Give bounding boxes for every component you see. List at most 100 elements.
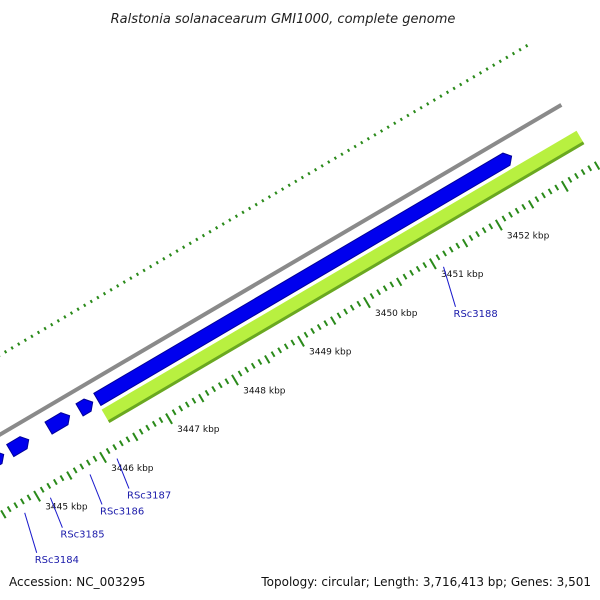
outer-tick	[195, 237, 199, 242]
outer-tick	[412, 109, 417, 114]
gene-arrow-RSc3184[interactable]	[0, 451, 5, 472]
minor-tick	[330, 316, 337, 325]
minor-tick	[198, 393, 205, 403]
gc-band-edge	[107, 141, 585, 424]
gene-arrow-RSc3187[interactable]	[75, 398, 94, 417]
outer-tick	[294, 179, 298, 184]
minor-tick	[191, 397, 197, 404]
major-tick	[165, 413, 173, 425]
outer-tick	[439, 94, 443, 98]
minor-tick	[534, 196, 540, 203]
outer-tick	[201, 233, 206, 238]
major-tick	[428, 258, 437, 270]
accession-label: Accession: NC_003295	[9, 575, 145, 589]
gene-leader-line	[49, 497, 63, 528]
outer-tick	[122, 280, 126, 284]
gene-leader-line	[116, 458, 130, 489]
minor-tick	[26, 494, 32, 501]
outer-tick	[43, 326, 47, 331]
backbone-line	[0, 103, 563, 437]
outer-tick	[459, 82, 463, 87]
minor-tick	[283, 343, 289, 350]
gene-track	[0, 152, 513, 472]
outer-tick	[182, 245, 186, 250]
outer-tick	[208, 229, 212, 234]
outer-tick	[393, 121, 397, 126]
minor-tick	[488, 223, 494, 230]
outer-tick	[261, 198, 265, 203]
outer-tick	[102, 291, 107, 296]
outer-tick	[333, 156, 337, 160]
minor-tick	[567, 176, 573, 183]
minor-tick	[587, 165, 593, 172]
outer-tick	[149, 264, 153, 269]
outer-tick	[492, 63, 496, 67]
minor-tick	[343, 308, 349, 315]
tick-label: 3451 kbp	[441, 270, 484, 280]
minor-tick	[112, 444, 118, 451]
minor-tick	[264, 354, 271, 364]
minor-tick	[217, 382, 223, 389]
outer-tick	[241, 210, 245, 215]
gene-leader-line	[89, 474, 103, 505]
minor-tick	[501, 215, 507, 222]
minor-tick	[138, 428, 144, 435]
outer-tick	[419, 105, 423, 110]
outer-tick	[327, 160, 331, 164]
minor-tick	[237, 370, 243, 377]
minor-tick	[125, 436, 131, 443]
minor-tick	[46, 482, 52, 489]
gene-arrow-RSc3188[interactable]	[93, 152, 513, 407]
gc-content-track	[101, 130, 585, 424]
minor-tick	[250, 362, 256, 369]
gene-arrow-RSc3185[interactable]	[6, 436, 30, 458]
major-tick	[494, 219, 503, 231]
outer-tick	[109, 288, 113, 292]
major-tick	[297, 335, 305, 347]
minor-tick	[508, 211, 513, 218]
gene-label-RSc3188[interactable]: RSc3188	[454, 309, 498, 320]
outer-tick	[135, 272, 140, 277]
outer-tick	[63, 315, 67, 319]
outer-tick	[36, 330, 41, 335]
minor-tick	[521, 203, 527, 211]
outer-tick	[76, 307, 80, 312]
minor-tick	[527, 199, 535, 209]
minor-tick	[270, 351, 276, 358]
outer-tick	[525, 43, 529, 48]
outer-tick	[30, 334, 34, 339]
minor-tick	[66, 471, 73, 480]
minor-tick	[389, 281, 395, 288]
outer-tick	[155, 260, 159, 265]
gene-arrow-RSc3186[interactable]	[44, 412, 71, 435]
outer-tick	[96, 295, 100, 300]
minor-tick	[593, 161, 600, 171]
minor-tick	[541, 192, 546, 199]
minor-tick	[316, 323, 322, 331]
outer-tick	[518, 47, 522, 52]
outer-tick	[320, 164, 324, 168]
gene-label-RSc3186[interactable]: RSc3186	[100, 506, 144, 517]
outer-tick	[373, 133, 377, 137]
major-tick	[99, 451, 107, 464]
outer-tick	[228, 218, 232, 222]
minor-tick	[290, 339, 296, 346]
minor-tick	[481, 227, 487, 234]
outer-tick	[307, 171, 311, 176]
outer-tick	[511, 51, 516, 56]
gene-label-RSc3187[interactable]: RSc3187	[127, 491, 171, 502]
minor-tick	[554, 184, 560, 191]
minor-tick	[13, 502, 19, 509]
outer-tick	[23, 338, 27, 342]
minor-tick	[310, 327, 316, 335]
tick-label: 3447 kbp	[177, 425, 220, 435]
gene-label-RSc3184[interactable]: RSc3184	[35, 555, 79, 566]
minor-tick	[0, 509, 7, 519]
minor-tick	[257, 358, 263, 366]
minor-tick	[475, 230, 480, 238]
outer-tick	[280, 187, 285, 191]
outer-tick	[485, 67, 489, 71]
gene-label-RSc3185[interactable]: RSc3185	[60, 530, 104, 541]
minor-tick	[118, 440, 124, 447]
